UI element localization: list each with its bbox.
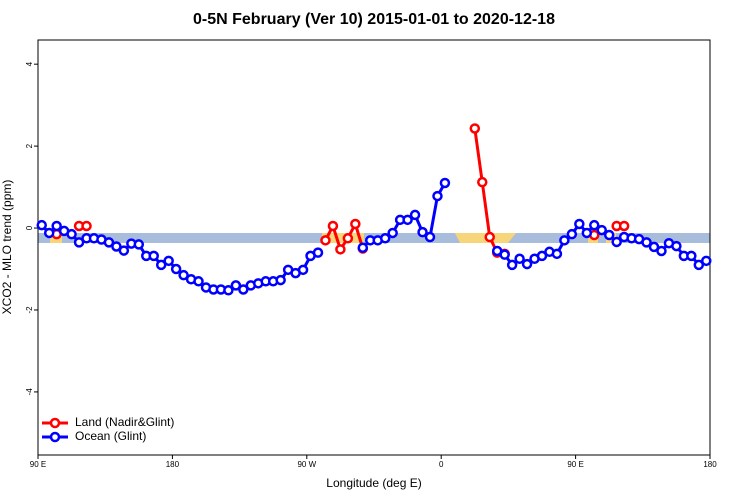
data-point <box>432 190 443 202</box>
x-axis-label: Longitude (deg E) <box>326 476 421 490</box>
data-point <box>648 241 660 253</box>
legend-label: Ocean (Glint) <box>75 429 146 443</box>
data-point <box>514 253 525 265</box>
data-point <box>36 219 47 231</box>
data-point <box>133 239 145 250</box>
data-point <box>618 220 630 232</box>
data-point <box>73 237 85 248</box>
data-point <box>327 220 339 232</box>
data-point <box>81 220 92 232</box>
data-point <box>559 235 570 246</box>
data-point <box>424 231 436 243</box>
x-tick-label: 0 <box>439 460 444 469</box>
plot-frame <box>37 39 711 456</box>
data-point <box>170 263 182 275</box>
data-point <box>484 231 495 243</box>
data-point <box>477 176 488 188</box>
data-point <box>656 245 667 257</box>
x-tick-label: 90 E <box>567 460 583 469</box>
y-tick-label: -4 <box>25 388 34 396</box>
data-point <box>342 233 354 244</box>
y-tick-label: -2 <box>25 306 34 314</box>
data-point <box>417 226 428 238</box>
data-point <box>118 245 130 256</box>
data-point <box>297 264 309 276</box>
legend-label: Land (Nadir&Glint) <box>75 415 174 429</box>
y-tick-label: 0 <box>25 225 34 230</box>
data-point <box>155 259 167 271</box>
data-point <box>103 237 115 248</box>
data-point <box>43 227 55 239</box>
chart-title: 0-5N February (Ver 10) 2015-01-01 to 202… <box>193 11 555 28</box>
data-point <box>701 255 712 267</box>
data-point <box>603 229 615 241</box>
data-point <box>574 218 585 230</box>
data-point <box>238 284 249 295</box>
x-tick-label: 90 E <box>30 460 46 469</box>
y-tick-label: 2 <box>25 143 34 148</box>
data-point <box>589 219 600 231</box>
data-point <box>193 276 204 287</box>
data-point <box>596 224 607 236</box>
data-point <box>51 220 62 232</box>
data-point <box>506 259 518 271</box>
data-point <box>357 242 369 253</box>
data-point <box>66 228 77 240</box>
data-point <box>499 249 510 260</box>
data-point <box>387 227 398 239</box>
data-point <box>178 269 189 281</box>
legend-marker <box>49 417 61 429</box>
data-point <box>335 244 346 255</box>
data-point <box>611 236 622 248</box>
data-point <box>223 285 234 296</box>
data-point <box>275 274 286 286</box>
data-point <box>671 240 682 252</box>
data-point <box>111 241 122 252</box>
data-point <box>536 250 548 262</box>
data-point <box>469 123 481 134</box>
y-tick-label: 4 <box>25 61 34 66</box>
data-point <box>686 250 697 262</box>
data-point <box>521 258 533 270</box>
data-point <box>402 214 413 226</box>
x-tick-label: 90 W <box>297 460 316 469</box>
data-point <box>320 235 331 246</box>
data-point <box>409 209 421 221</box>
data-point <box>379 233 391 244</box>
data-point <box>163 255 174 267</box>
data-point <box>566 228 578 240</box>
data-point <box>581 227 593 239</box>
data-point <box>439 177 451 189</box>
y-axis-label: XCO2 - MLO trend (ppm) <box>0 180 14 315</box>
data-point <box>148 250 159 262</box>
data-point <box>551 248 563 260</box>
data-point <box>230 280 242 291</box>
x-tick-label: 180 <box>703 460 717 469</box>
data-point <box>312 247 324 258</box>
legend-marker <box>49 431 61 443</box>
data-point <box>641 237 652 248</box>
data-point <box>350 218 361 230</box>
x-tick-label: 180 <box>166 460 180 469</box>
data-point <box>693 259 705 271</box>
